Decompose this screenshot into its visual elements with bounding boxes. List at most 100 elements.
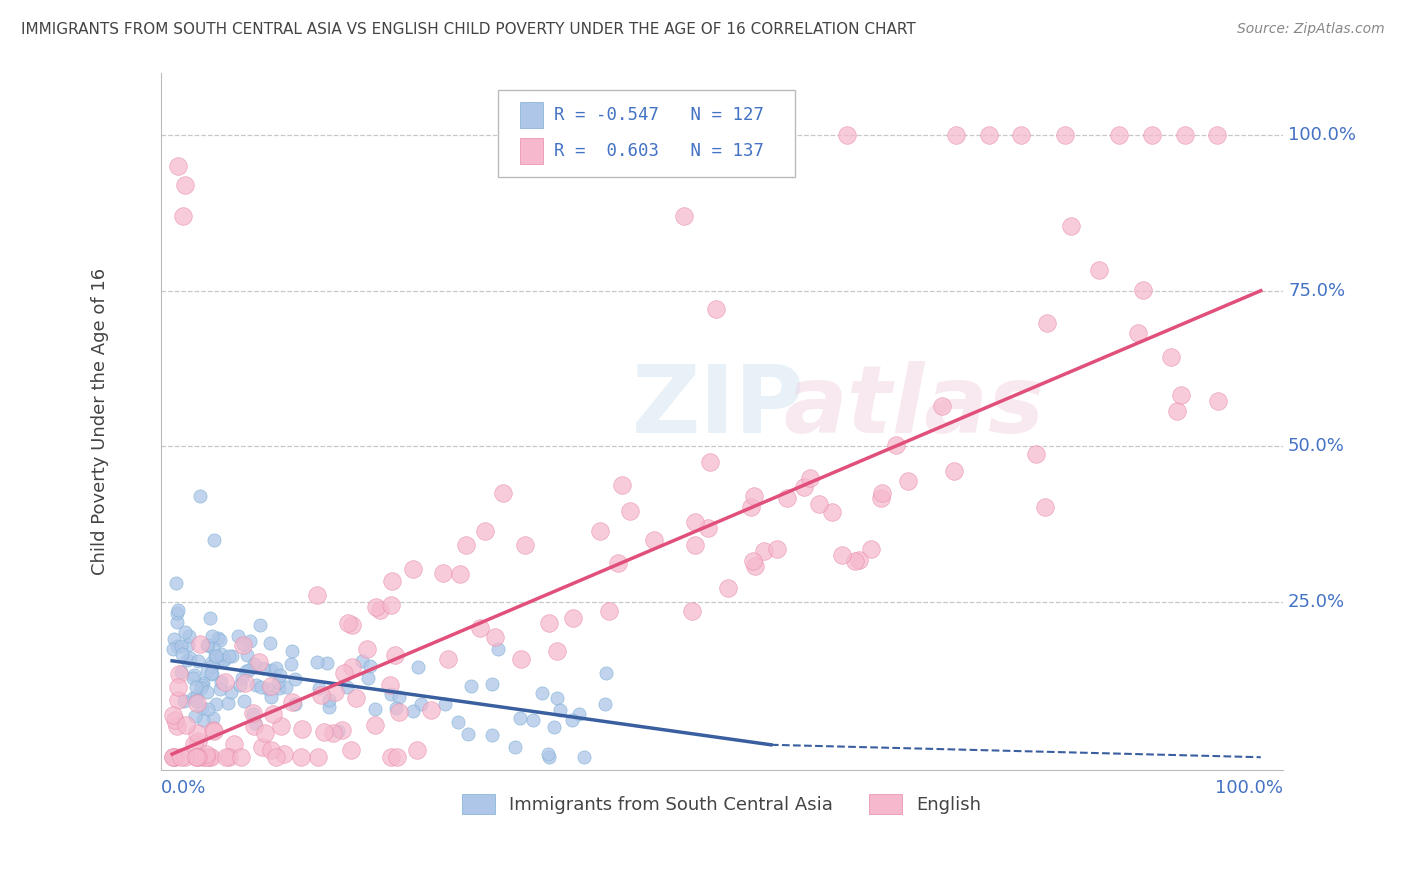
Point	[179, 651, 201, 665]
Point	[342, 659, 364, 673]
Point	[162, 707, 184, 722]
Point	[672, 209, 695, 223]
Point	[162, 750, 184, 764]
Point	[259, 690, 281, 705]
Point	[167, 602, 190, 616]
Point	[197, 702, 219, 716]
Point	[561, 714, 583, 728]
Point	[235, 664, 257, 678]
Point	[236, 648, 259, 662]
Point	[568, 706, 591, 721]
Point	[166, 639, 188, 653]
Point	[280, 694, 302, 708]
Point	[165, 750, 187, 764]
Point	[1166, 403, 1188, 417]
Point	[186, 750, 208, 764]
Point	[209, 648, 232, 662]
Point	[380, 598, 402, 612]
Point	[267, 681, 290, 695]
Point	[537, 750, 560, 764]
Point	[336, 615, 359, 630]
Point	[561, 611, 583, 625]
Point	[219, 685, 242, 699]
Point	[318, 693, 340, 707]
Point	[195, 747, 218, 761]
Point	[235, 675, 257, 690]
Point	[167, 693, 190, 707]
Point	[201, 723, 224, 737]
Point	[536, 747, 558, 761]
Point	[433, 698, 456, 712]
Point	[1170, 388, 1192, 402]
Point	[284, 673, 307, 687]
Point	[200, 656, 222, 670]
Point	[281, 644, 304, 658]
Point	[200, 667, 222, 681]
Point	[170, 665, 193, 680]
Point	[402, 704, 425, 718]
Point	[224, 737, 246, 751]
Text: R = -0.547   N = 127: R = -0.547 N = 127	[554, 106, 763, 124]
Point	[243, 719, 266, 733]
Point	[191, 701, 214, 715]
Point	[201, 629, 224, 643]
Bar	[520, 137, 543, 164]
Point	[870, 491, 893, 506]
Point	[515, 538, 537, 552]
Point	[200, 750, 222, 764]
Point	[509, 711, 531, 725]
Point	[314, 725, 336, 739]
Point	[844, 554, 866, 568]
Point	[207, 631, 229, 645]
Point	[685, 515, 707, 529]
Point	[238, 664, 260, 678]
Point	[309, 689, 332, 703]
Point	[870, 485, 893, 500]
Point	[643, 533, 665, 547]
Point	[744, 559, 766, 574]
Point	[207, 655, 229, 669]
Text: R =  0.603   N = 137: R = 0.603 N = 137	[554, 142, 763, 160]
Point	[484, 630, 506, 644]
Point	[201, 640, 224, 655]
Point	[598, 604, 620, 618]
Point	[172, 209, 194, 223]
Point	[333, 665, 356, 680]
Point	[340, 742, 363, 756]
Point	[167, 680, 190, 694]
Point	[537, 616, 560, 631]
Point	[211, 652, 233, 666]
Point	[510, 652, 533, 666]
Text: Source: ZipAtlas.com: Source: ZipAtlas.com	[1237, 22, 1385, 37]
Point	[163, 632, 186, 647]
Point	[242, 706, 264, 721]
Point	[821, 505, 844, 519]
Text: atlas: atlas	[783, 361, 1045, 453]
Point	[1025, 447, 1047, 461]
Point	[214, 750, 236, 764]
Point	[612, 477, 634, 491]
Point	[1206, 394, 1229, 409]
Point	[808, 497, 831, 511]
Point	[187, 734, 209, 748]
Point	[174, 625, 197, 640]
Point	[1126, 326, 1149, 340]
Point	[1206, 128, 1229, 143]
Point	[326, 724, 349, 739]
Point	[188, 489, 211, 503]
Point	[897, 475, 920, 489]
Point	[1053, 128, 1076, 143]
Point	[350, 654, 373, 668]
Point	[385, 750, 408, 764]
Point	[366, 600, 388, 615]
Point	[744, 489, 766, 503]
Point	[166, 159, 188, 173]
Point	[357, 671, 380, 685]
FancyBboxPatch shape	[498, 90, 794, 178]
Point	[252, 660, 274, 674]
Point	[1033, 500, 1056, 514]
Point	[249, 618, 271, 632]
Text: Child Poverty Under the Age of 16: Child Poverty Under the Age of 16	[90, 268, 108, 574]
Point	[848, 552, 870, 566]
Point	[190, 637, 212, 651]
